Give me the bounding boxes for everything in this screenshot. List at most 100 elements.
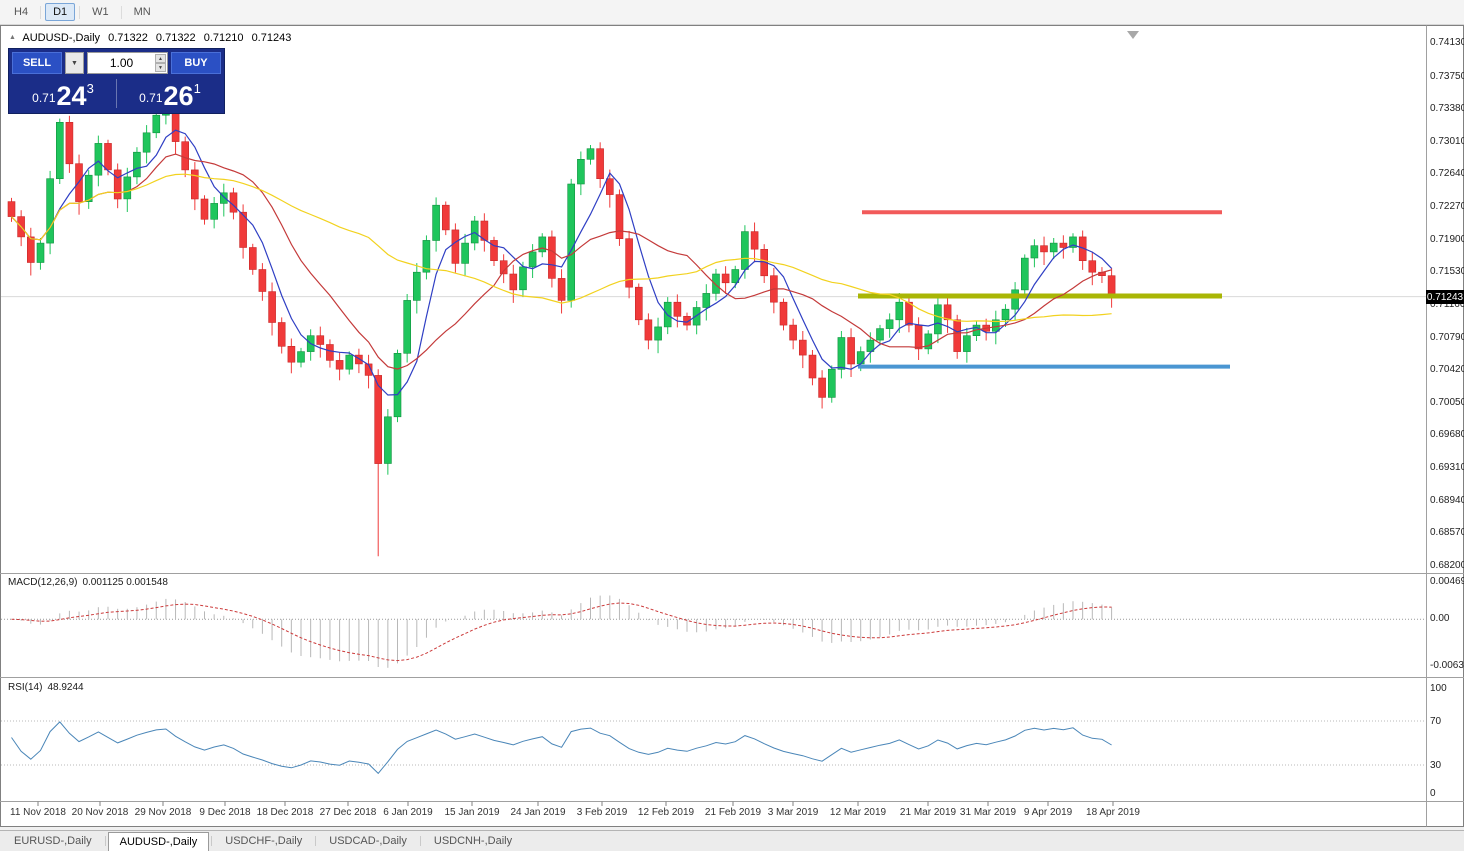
tab-separator xyxy=(315,836,317,846)
date-axis-label: 18 Dec 2018 xyxy=(256,807,314,818)
macd-axis-label: 0.004694 xyxy=(1430,576,1464,587)
toolbar-separator xyxy=(120,5,122,19)
date-axis-label: 6 Jan 2019 xyxy=(383,807,433,818)
trend-hlines-layer[interactable] xyxy=(858,210,1230,369)
date-axis-label: 3 Mar 2019 xyxy=(767,807,819,818)
price-axis-label: 0.70050 xyxy=(1430,397,1464,408)
price-axis-label: 0.73010 xyxy=(1430,136,1464,147)
price-axis-label: 0.68570 xyxy=(1430,527,1464,538)
tab-eurusddaily[interactable]: EURUSD-,Daily xyxy=(14,835,92,847)
sell-price-big: 24 xyxy=(56,81,87,112)
buy-button[interactable]: BUY xyxy=(171,52,221,74)
price-axis-label: 0.74130 xyxy=(1430,37,1464,48)
macd-axis-label: 0.00 xyxy=(1430,613,1450,624)
price-divider xyxy=(116,79,117,108)
rsi-value: 48.9244 xyxy=(47,682,84,693)
timeframe-mn[interactable]: MN xyxy=(133,6,151,18)
date-axis-label: 12 Mar 2019 xyxy=(829,807,887,818)
sell-price-sup: 3 xyxy=(86,81,94,96)
macd-values: 0.001125 0.001548 xyxy=(82,577,168,588)
date-axis-label: 9 Dec 2018 xyxy=(199,807,251,818)
moving-averages-layer xyxy=(11,129,1113,396)
price-axis-label: 0.70790 xyxy=(1430,332,1464,343)
tab-usdcaddaily[interactable]: USDCAD-,Daily xyxy=(329,835,407,847)
buy-price-display[interactable]: 0.71 26 1 xyxy=(119,77,221,110)
timeframe-h4[interactable]: H4 xyxy=(14,6,29,18)
current-price-badge: 0.71243 xyxy=(1426,290,1464,304)
date-axis-label: 9 Apr 2019 xyxy=(1023,807,1073,818)
rsi-axis-label: 0 xyxy=(1430,788,1436,799)
date-ticks-layer xyxy=(37,801,1114,806)
toolbar-separator xyxy=(79,5,81,19)
rsi-layer xyxy=(1,720,1426,775)
buy-price-sup: 1 xyxy=(193,81,201,96)
date-axis-label: 20 Nov 2018 xyxy=(71,807,129,818)
candles-layer xyxy=(7,99,1116,557)
tab-separator xyxy=(419,836,421,846)
date-axis-label: 21 Feb 2019 xyxy=(704,807,762,818)
sell-price-small: 0.71 xyxy=(32,91,56,105)
date-axis-label: 18 Apr 2019 xyxy=(1086,807,1140,818)
volume-dropdown-button[interactable]: ▼ xyxy=(65,52,84,74)
ohlc-low: 0.71210 xyxy=(203,32,244,44)
ohlc-close: 0.71243 xyxy=(251,32,292,44)
price-axis-label: 0.68200 xyxy=(1430,560,1464,571)
sell-price-display[interactable]: 0.71 24 3 xyxy=(12,77,114,110)
collapse-chart-icon[interactable]: ▲ xyxy=(9,34,16,41)
date-axis-label: 31 Mar 2019 xyxy=(959,807,1017,818)
rsi-axis-label: 30 xyxy=(1430,760,1442,771)
price-axis-label: 0.71160 xyxy=(1430,299,1464,310)
symbol-tabbar: EURUSD-,Daily AUDUSD-,Daily USDCHF-,Daily U… xyxy=(0,830,1464,851)
date-axis-label: 11 Nov 2018 xyxy=(10,807,66,818)
price-axis-label: 0.71530 xyxy=(1430,266,1464,277)
macd-label: MACD(12,26,9) 0.001125 0.001548 xyxy=(8,577,168,588)
stepper-down-icon[interactable]: ▼ xyxy=(155,63,166,72)
tab-usdcnhdaily[interactable]: USDCNH-,Daily xyxy=(433,835,513,847)
price-axis-label: 0.73750 xyxy=(1430,71,1464,82)
ohlc-open: 0.71322 xyxy=(108,32,148,44)
date-axis-label: 24 Jan 2019 xyxy=(510,807,566,818)
tab-usdchfdaily[interactable]: USDCHF-,Daily xyxy=(225,835,303,847)
price-axis-label: 0.69310 xyxy=(1430,462,1464,473)
rsi-label: RSI(14) 48.9244 xyxy=(8,682,84,693)
date-axis-label: 29 Nov 2018 xyxy=(134,807,192,818)
timeframe-w1[interactable]: W1 xyxy=(92,6,109,18)
tab-separator xyxy=(104,836,106,846)
price-axis-label: 0.72270 xyxy=(1430,201,1464,212)
price-axis-label: 0.72640 xyxy=(1430,168,1464,179)
price-axis-label: 0.70420 xyxy=(1430,364,1464,375)
sell-button[interactable]: SELL xyxy=(12,52,62,74)
date-axis-label: 27 Dec 2018 xyxy=(319,807,377,818)
buy-price-small: 0.71 xyxy=(139,91,163,105)
volume-field: ▲ ▼ xyxy=(87,52,168,74)
price-axis-label: 0.68940 xyxy=(1430,495,1464,506)
one-click-trading-panel: SELL ▼ ▲ ▼ BUY 0.71 24 3 0.71 26 xyxy=(8,48,225,114)
tab-audusddaily[interactable]: AUDUSD-,Daily xyxy=(107,832,210,851)
date-axis-label: 3 Feb 2019 xyxy=(576,807,628,818)
timeframe-toolbar: H4 D1 W1 MN xyxy=(0,0,1464,25)
macd-layer xyxy=(1,595,1426,668)
tab-separator xyxy=(211,836,213,846)
volume-stepper: ▲ ▼ xyxy=(155,54,166,72)
rsi-name: RSI(14) xyxy=(8,682,43,693)
stepper-up-icon[interactable]: ▲ xyxy=(155,54,166,63)
volume-input[interactable] xyxy=(88,53,167,73)
chart-shift-icon xyxy=(1127,31,1139,39)
window-chrome xyxy=(0,25,1464,827)
buy-price-big: 26 xyxy=(163,81,194,112)
chart-title-bar: ▲ AUDUSD-,Daily 0.71322 0.71322 0.71210 … xyxy=(9,32,291,44)
ohlc-high: 0.71322 xyxy=(155,32,196,44)
date-axis-label: 21 Mar 2019 xyxy=(899,807,957,818)
price-axis-label: 0.73380 xyxy=(1430,103,1464,114)
rsi-axis-label: 100 xyxy=(1430,683,1447,694)
timeframe-d1[interactable]: D1 xyxy=(45,3,76,21)
chevron-down-icon: ▼ xyxy=(71,59,78,67)
macd-axis-label: -0.00639 xyxy=(1430,660,1464,671)
date-axis-label: 15 Jan 2019 xyxy=(444,807,500,818)
macd-name: MACD(12,26,9) xyxy=(8,577,78,588)
toolbar-separator xyxy=(40,5,42,19)
date-axis-label: 12 Feb 2019 xyxy=(637,807,695,818)
price-axis-label: 0.69680 xyxy=(1430,429,1464,440)
